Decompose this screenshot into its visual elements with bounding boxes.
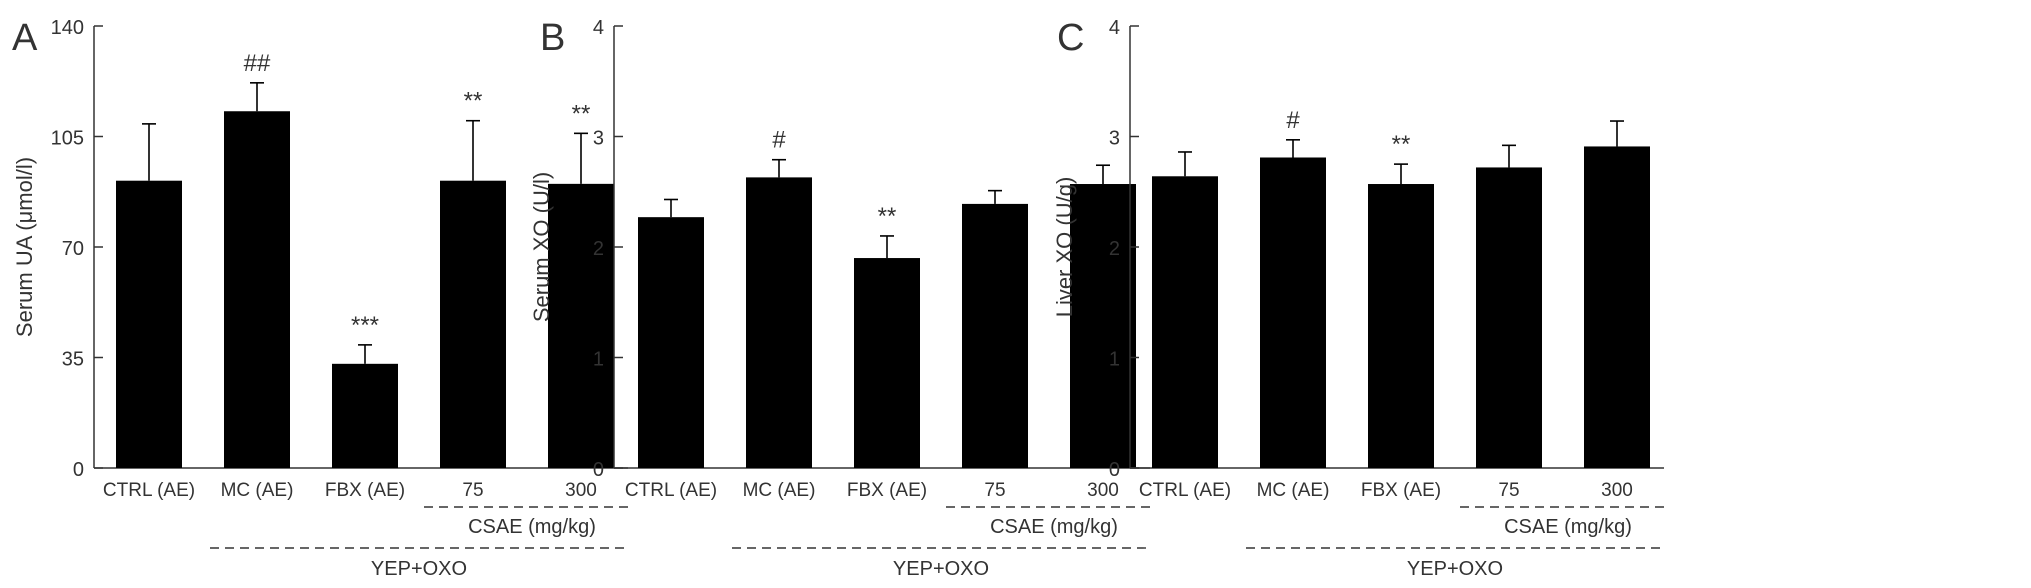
category-label: 300 <box>1087 480 1119 501</box>
category-label: MC (AE) <box>221 480 294 501</box>
y-tick-label: 2 <box>593 238 604 260</box>
category-label: CTRL (AE) <box>625 480 717 501</box>
category-label: FBX (AE) <box>847 480 927 501</box>
bar <box>638 217 704 468</box>
category-label: 75 <box>984 480 1005 501</box>
bar <box>962 203 1028 468</box>
significance-mark: ** <box>1392 131 1411 158</box>
category-label: 300 <box>1601 480 1633 501</box>
y-tick-label: 1 <box>593 349 604 371</box>
csae-group-label: CSAE (mg/kg) <box>990 516 1118 538</box>
bar <box>548 183 614 468</box>
panel-letter: C <box>1057 17 1084 59</box>
category-label: 75 <box>462 480 483 501</box>
significance-mark: ** <box>572 100 591 127</box>
y-tick-label: 70 <box>62 238 84 260</box>
panel-letter: A <box>12 17 38 59</box>
significance-mark: ** <box>464 88 483 115</box>
category-label: 75 <box>1498 480 1519 501</box>
csae-group-label: CSAE (mg/kg) <box>468 516 596 538</box>
y-axis-label: Liver XO (U/g) <box>1052 177 1077 318</box>
y-tick-label: 0 <box>593 459 604 481</box>
category-label: FBX (AE) <box>325 480 405 501</box>
y-tick-label: 0 <box>73 459 84 481</box>
y-tick-label: 0 <box>1109 459 1120 481</box>
yep-group-label: YEP+OXO <box>371 558 467 580</box>
category-label: CTRL (AE) <box>103 480 195 501</box>
category-label: CTRL (AE) <box>1139 480 1231 501</box>
csae-group-label: CSAE (mg/kg) <box>1504 516 1632 538</box>
bar <box>1476 167 1542 468</box>
y-tick-label: 4 <box>593 17 604 39</box>
bar <box>1584 146 1650 468</box>
significance-mark: # <box>772 127 786 154</box>
category-label: 300 <box>565 480 597 501</box>
y-tick-label: 3 <box>1109 128 1120 150</box>
bar <box>1368 184 1434 468</box>
y-tick-label: 3 <box>593 128 604 150</box>
bar <box>116 180 182 468</box>
y-tick-label: 35 <box>62 349 84 371</box>
bar <box>440 180 506 468</box>
y-tick-label: 4 <box>1109 17 1120 39</box>
yep-group-label: YEP+OXO <box>1407 558 1503 580</box>
bar <box>332 363 398 468</box>
bar <box>224 111 290 468</box>
yep-group-label: YEP+OXO <box>893 558 989 580</box>
category-label: MC (AE) <box>743 480 816 501</box>
category-label: MC (AE) <box>1257 480 1330 501</box>
bar <box>746 177 812 468</box>
y-tick-label: 105 <box>51 128 84 150</box>
y-tick-label: 1 <box>1109 349 1120 371</box>
y-tick-label: 2 <box>1109 238 1120 260</box>
bar <box>854 258 920 468</box>
category-label: FBX (AE) <box>1361 480 1441 501</box>
panel-letter: B <box>540 17 565 59</box>
significance-mark: # <box>1286 107 1300 134</box>
y-axis-label: Serum UA (μmol/l) <box>12 157 37 337</box>
significance-mark: ** <box>878 203 897 230</box>
significance-mark: *** <box>351 312 379 339</box>
bar <box>1070 184 1136 468</box>
significance-mark: ## <box>244 50 271 77</box>
bar <box>1260 157 1326 468</box>
y-tick-label: 140 <box>51 17 84 39</box>
bar <box>1152 176 1218 468</box>
y-axis-label: Serum XO (U/l) <box>529 172 554 322</box>
